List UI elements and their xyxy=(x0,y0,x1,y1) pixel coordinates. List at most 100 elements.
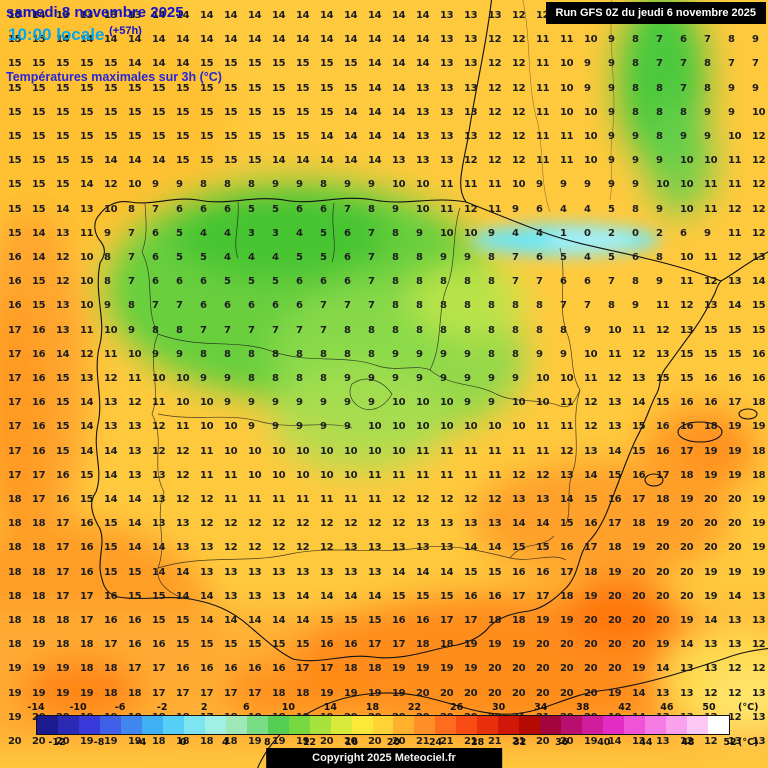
temp-value: 15 xyxy=(608,469,622,481)
temp-value: 18 xyxy=(32,566,46,578)
temp-value: 6 xyxy=(296,203,303,215)
temp-value: 10 xyxy=(656,179,670,191)
temp-value: 6 xyxy=(320,276,327,288)
temp-value: 17 xyxy=(80,615,94,626)
temp-value: 16 xyxy=(152,639,166,651)
temp-value: 14 xyxy=(416,58,430,70)
temp-value: 12 xyxy=(680,736,694,747)
temp-value: 19 xyxy=(320,687,334,699)
temp-value: 14 xyxy=(56,348,70,360)
temp-value: 18 xyxy=(272,711,286,723)
temp-value: 14 xyxy=(32,227,46,239)
temp-value: 13 xyxy=(440,542,454,554)
temp-value: 9 xyxy=(296,421,303,433)
temp-value: 18 xyxy=(152,711,166,723)
temp-value: 16 xyxy=(536,566,550,578)
temp-value: 14 xyxy=(416,10,430,21)
temp-value: 15 xyxy=(176,155,190,167)
temp-value: 6 xyxy=(536,203,543,215)
temp-value: 15 xyxy=(8,82,22,94)
temp-value: 16 xyxy=(392,615,406,626)
temp-value: 15 xyxy=(56,58,70,70)
temp-value: 15 xyxy=(152,131,166,142)
temp-value: 20 xyxy=(416,687,430,699)
temp-value: 13 xyxy=(152,494,166,505)
temp-value: 20 xyxy=(536,736,550,747)
temp-value: 11 xyxy=(248,494,262,505)
temp-value: 14 xyxy=(104,34,118,46)
temp-value: 12 xyxy=(728,252,742,263)
temp-value: 7 xyxy=(152,300,159,312)
temp-value: 11 xyxy=(560,421,574,433)
temp-row: 15 15 14 13 10 8 7 6 6 6 5 5 6 6 7 8 9 10 11 12 11 9 6 4 4 5 8 9 10 1… xyxy=(8,204,768,216)
temp-value: 17 xyxy=(8,348,22,360)
temp-value: 8 xyxy=(296,348,303,360)
temp-value: 4 xyxy=(272,252,279,263)
temp-value: 11 xyxy=(704,252,718,263)
temp-value: 10 xyxy=(704,155,718,167)
temp-value: 18 xyxy=(128,711,142,723)
temp-value: 17 xyxy=(8,421,22,433)
temp-value: 9 xyxy=(488,397,495,409)
temp-value: 16 xyxy=(656,445,670,457)
temp-value: 9 xyxy=(152,348,159,360)
temp-value: 15 xyxy=(752,300,766,312)
temp-value: 17 xyxy=(200,687,214,699)
temp-value: 18 xyxy=(8,590,22,602)
temp-value: 10 xyxy=(440,421,454,433)
temp-value: 13 xyxy=(200,542,214,554)
temp-row: 15 15 15 15 15 15 15 15 15 15 15 15 15 15 14 14 14 13 13 13… xyxy=(8,107,768,119)
temp-value: 10 xyxy=(680,155,694,167)
pyrenees-border xyxy=(465,201,722,282)
temp-value: 18 xyxy=(8,518,22,530)
temp-value: 8 xyxy=(488,324,495,336)
temp-value: 17 xyxy=(80,590,94,602)
temp-value: 12 xyxy=(512,58,526,70)
temp-value: 15 xyxy=(320,82,334,94)
temp-value: 10 xyxy=(584,348,598,360)
temp-value: 12 xyxy=(488,82,502,94)
temp-value: 1 xyxy=(560,227,567,239)
temp-value: 9 xyxy=(464,348,471,360)
temp-value: 17 xyxy=(248,687,262,699)
temp-value: 13 xyxy=(464,82,478,94)
temp-value: 7 xyxy=(248,324,255,336)
temp-value: 15 xyxy=(8,34,22,46)
forecast-offset-label: (+57h) xyxy=(109,25,142,37)
temp-value: 10 xyxy=(104,203,118,215)
temp-value: 15 xyxy=(104,542,118,554)
temp-value: 8 xyxy=(392,324,399,336)
portugal-west-coast xyxy=(91,262,119,598)
temp-value: 19 xyxy=(416,663,430,675)
temp-value: 18 xyxy=(32,590,46,602)
temp-value: 13 xyxy=(224,566,238,578)
temp-value: 10 xyxy=(680,179,694,191)
temp-row: 17 16 15 14 14 13 12 12 11 10 10 10 10 10 10 10 10 11 11 11… xyxy=(8,446,768,458)
temp-value: 4 xyxy=(584,203,591,215)
temp-value: 15 xyxy=(656,373,670,384)
temp-value: 19 xyxy=(680,494,694,505)
temp-value: 20 xyxy=(344,711,358,723)
temp-value: 20 xyxy=(608,639,622,651)
temp-value: 15 xyxy=(32,58,46,70)
temp-value: 16 xyxy=(656,421,670,433)
temp-value: 16 xyxy=(176,663,190,675)
temp-value: 14 xyxy=(80,34,94,46)
temp-value: 3 xyxy=(248,227,255,239)
temp-value: 13 xyxy=(608,421,622,433)
temp-value: 10 xyxy=(176,397,190,409)
local-time-text: 10:00 locale xyxy=(8,25,105,44)
temp-value: 6 xyxy=(320,203,327,215)
temp-value: 20 xyxy=(32,736,46,747)
temp-value: 4 xyxy=(584,252,591,263)
temp-value: 14 xyxy=(608,736,622,747)
temp-value: 8 xyxy=(296,373,303,384)
temp-value: 8 xyxy=(488,348,495,360)
temp-value: 11 xyxy=(464,469,478,481)
temp-value: 18 xyxy=(680,469,694,481)
temp-value: 20 xyxy=(320,736,334,747)
temp-value: 9 xyxy=(632,179,639,191)
temp-value: 10 xyxy=(512,179,526,191)
temp-value: 13 xyxy=(440,106,454,118)
temp-value: 6 xyxy=(680,227,687,239)
